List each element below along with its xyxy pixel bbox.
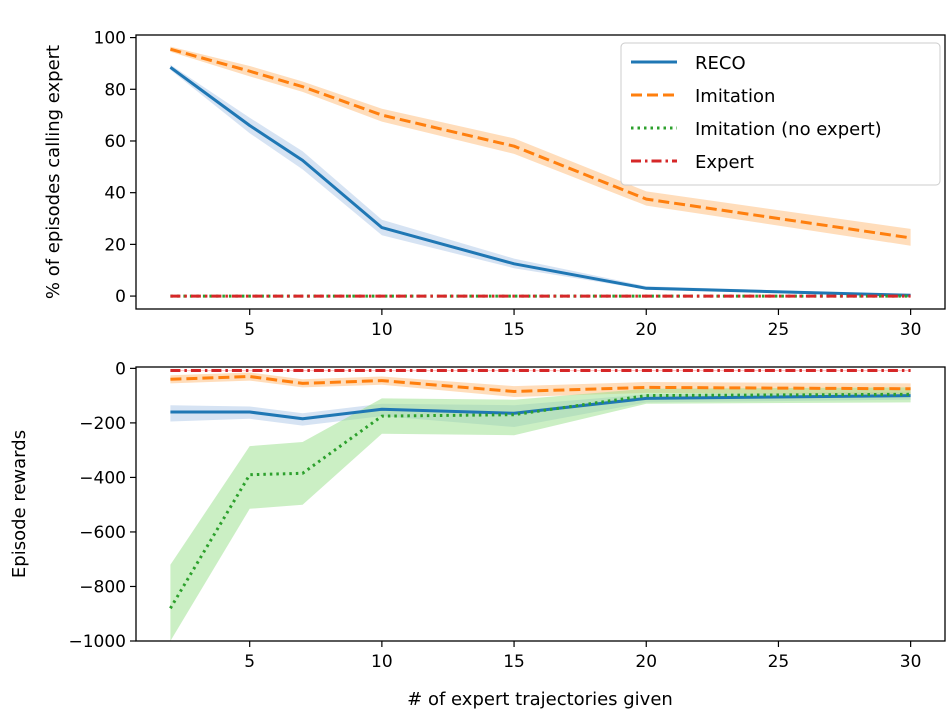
top-ytick-label: 0 xyxy=(115,287,126,307)
bottom-ytick-label: −800 xyxy=(79,577,126,597)
bottom-xtick-label: 15 xyxy=(503,652,525,672)
bottom-xticks: 5 10 15 20 25 30 xyxy=(244,641,921,672)
legend-entries: RECO Imitation Imitation (no expert) Expert xyxy=(631,53,882,173)
top-xtick-label: 15 xyxy=(503,320,525,340)
bottom-ytick-label: −200 xyxy=(79,414,126,434)
legend-frame xyxy=(620,42,941,186)
bottom-xtick-label: 20 xyxy=(635,652,657,672)
bottom-xlabel: # of expert trajectories given xyxy=(407,689,673,710)
top-line-reco xyxy=(169,66,911,297)
bottom-ylabel: Episode rewards xyxy=(9,430,30,578)
top-band-reco xyxy=(170,64,911,296)
bottom-ytick-label: 0 xyxy=(115,359,126,379)
top-xtick-label: 20 xyxy=(635,320,657,340)
bottom-yticks: 0 −200 −400 −600 −800 −1000 xyxy=(68,359,136,652)
bottom-xtick-label: 30 xyxy=(900,652,922,672)
legend-label-imitation: Imitation xyxy=(695,86,775,107)
top-lines xyxy=(169,47,911,298)
bottom-panel: 5 10 15 20 25 30 0 −200 −400 −600 −800 −1000 Episo… xyxy=(9,359,946,710)
bottom-xtick-label: 5 xyxy=(244,652,255,672)
top-ytick-label: 60 xyxy=(104,132,126,152)
legend: RECO Imitation Imitation (no expert) Expert xyxy=(620,42,941,186)
legend-label-expert: Expert xyxy=(695,152,754,173)
legend-label-reco: RECO xyxy=(695,53,746,74)
bottom-ytick-label: −600 xyxy=(79,523,126,543)
top-ylabel: % of episodes calling expert xyxy=(43,45,64,299)
bottom-xtick-label: 10 xyxy=(371,652,393,672)
top-yticks: 0 20 40 60 80 100 xyxy=(94,29,136,307)
top-panel: 5 10 15 20 25 30 0 20 40 60 80 100 % of episodes c… xyxy=(43,29,946,340)
top-xtick-label: 30 xyxy=(900,320,922,340)
bottom-ytick-label: −1000 xyxy=(68,632,126,652)
bottom-line-imitation xyxy=(170,375,911,393)
top-xtick-label: 25 xyxy=(768,320,790,340)
bottom-line-reco xyxy=(170,394,911,421)
bottom-line-imitation-no-expert xyxy=(169,392,911,610)
top-line-imitation xyxy=(169,47,911,240)
top-xticks: 5 10 15 20 25 30 xyxy=(244,309,921,340)
top-ytick-label: 80 xyxy=(104,80,126,100)
bottom-lines xyxy=(169,369,911,610)
legend-label-imitation-no-expert: Imitation (no expert) xyxy=(695,119,882,140)
bottom-ytick-label: −400 xyxy=(79,468,126,488)
top-ytick-label: 40 xyxy=(104,184,126,204)
top-ytick-label: 20 xyxy=(104,235,126,255)
bottom-axes-frame xyxy=(135,366,946,642)
top-xtick-label: 5 xyxy=(244,320,255,340)
top-xtick-label: 10 xyxy=(371,320,393,340)
top-axes-frame xyxy=(135,34,946,310)
top-ytick-label: 100 xyxy=(94,29,126,49)
bottom-xtick-label: 25 xyxy=(768,652,790,672)
bottom-band-imitation-no-expert xyxy=(170,387,911,641)
